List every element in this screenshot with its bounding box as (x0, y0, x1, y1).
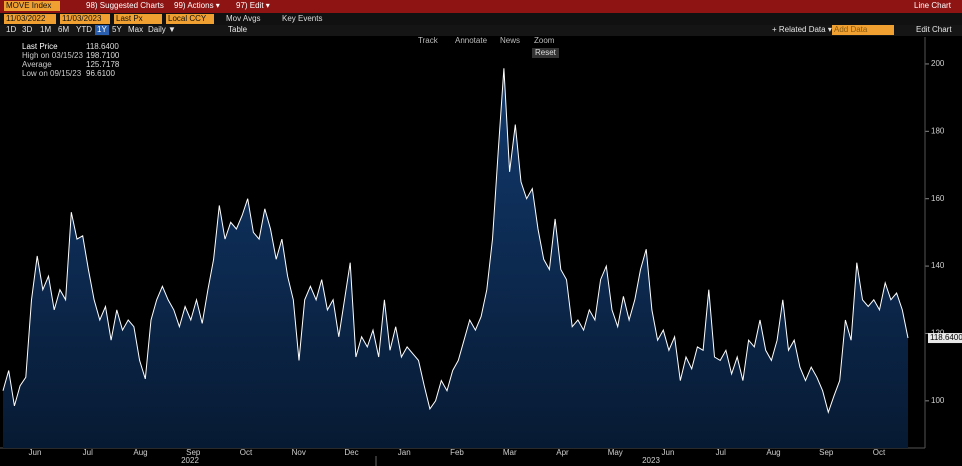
x-tick-label: Aug (766, 448, 780, 457)
menu-item[interactable]: 98) Suggested Charts (86, 1, 164, 10)
x-tick-label: Aug (133, 448, 147, 457)
frequency[interactable]: Daily ▼ (148, 25, 176, 34)
area (3, 68, 908, 449)
plot-tool[interactable]: Track (418, 36, 438, 45)
add-data[interactable]: Add Data (832, 25, 894, 35)
legend-value: 198.7100 (86, 51, 120, 60)
related-data[interactable]: + Related Data ▾ (772, 25, 832, 34)
year-label: 2023 (642, 456, 660, 465)
year-label: 2022 (181, 456, 199, 465)
x-tick-label: Oct (240, 448, 253, 457)
plot-tool[interactable]: News (500, 36, 521, 45)
field[interactable]: Last Px (114, 14, 162, 24)
legend-label: High on 03/15/23 (22, 51, 83, 60)
control-bar (0, 13, 962, 25)
table-button[interactable]: Table (228, 25, 248, 34)
x-tick-label: Sep (186, 448, 201, 457)
plot-tool[interactable]: Annotate (455, 36, 488, 45)
chart-type: Line Chart (914, 1, 951, 10)
legend-label: Low on 09/15/23 (22, 69, 82, 78)
range-button[interactable]: 6M (58, 25, 70, 34)
x-tick-label: Jan (398, 448, 411, 457)
reset-button[interactable]: Reset (532, 48, 559, 58)
end-date[interactable]: 11/03/2023 (60, 14, 110, 24)
legend-value: 118.6400 (86, 42, 119, 51)
x-tick-label: Oct (873, 448, 886, 457)
range-button[interactable]: YTD (76, 25, 92, 34)
last-price-tag (928, 333, 962, 344)
legend-label: Average (22, 60, 52, 69)
range-button[interactable]: 1D (6, 25, 17, 34)
title-bar (0, 0, 962, 13)
x-tick-label: Jul (83, 448, 93, 457)
option[interactable]: Mov Avgs (226, 14, 261, 23)
y-tick-label: 180 (931, 126, 945, 135)
x-tick-label: Feb (450, 448, 464, 457)
x-tick-label: Jun (662, 448, 675, 457)
legend-label: Last Price (22, 42, 58, 51)
x-tick-label: Mar (503, 448, 517, 457)
menu-item[interactable]: 97) Edit ▾ (236, 1, 270, 10)
y-tick-label: 160 (931, 194, 945, 203)
range-bar (0, 25, 962, 36)
x-tick-label: May (608, 448, 623, 457)
ticker-field[interactable]: MOVE Index (4, 1, 60, 11)
start-date[interactable]: 11/03/2022 (4, 14, 56, 24)
y-tick-label: 100 (931, 396, 945, 405)
legend-value: 125.7178 (86, 60, 120, 69)
x-tick-label: Jul (716, 448, 726, 457)
edit-chart[interactable]: Edit Chart (916, 25, 952, 34)
range-button[interactable]: 1Y (95, 25, 109, 35)
line (2, 68, 909, 415)
range-button[interactable]: 3D (22, 25, 33, 34)
x-tick-label: Sep (819, 448, 834, 457)
option[interactable]: Key Events (282, 14, 323, 23)
range-button[interactable]: Max (128, 25, 144, 34)
last-price-label: 118.6400 (930, 333, 962, 342)
x-tick-label: Jun (29, 448, 42, 457)
plot-tool[interactable]: Zoom (534, 36, 555, 45)
x-tick-label: Nov (292, 448, 306, 457)
y-tick-label: 200 (931, 59, 945, 68)
legend-value: 96.6100 (86, 69, 115, 78)
range-button[interactable]: 1M (40, 25, 52, 34)
currency[interactable]: Local CCY (166, 14, 214, 24)
x-tick-label: Apr (556, 448, 569, 457)
y-tick-label: 140 (931, 261, 945, 270)
range-button[interactable]: 5Y (112, 25, 122, 34)
x-tick-label: Dec (344, 448, 358, 457)
menu-item[interactable]: 99) Actions ▾ (174, 1, 220, 10)
